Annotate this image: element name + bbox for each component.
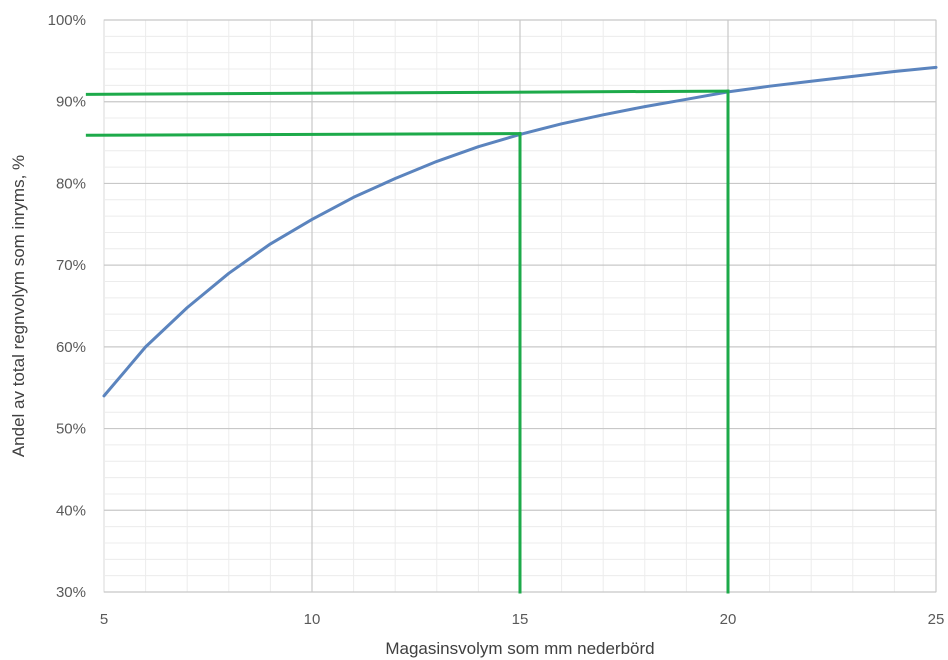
reference-lines — [85, 89, 730, 594]
data-point — [768, 84, 771, 88]
y-tick-label: 60% — [56, 339, 86, 356]
data-point — [269, 242, 272, 246]
data-point — [893, 70, 896, 73]
y-tick-label: 100% — [48, 12, 86, 29]
x-tick-label: 5 — [100, 611, 108, 628]
data-point — [102, 394, 106, 398]
data-point — [435, 160, 438, 163]
y-tick-label: 70% — [56, 257, 86, 274]
data-point — [560, 122, 563, 125]
reference-line-2 — [85, 89, 730, 96]
data-point — [144, 345, 147, 349]
y-tick-label: 30% — [56, 584, 86, 601]
data-point — [310, 218, 314, 221]
data-point — [352, 196, 355, 199]
x-tick-label: 15 — [512, 611, 529, 628]
y-axis-title: Andel av total regnvolym som inryms, % — [9, 155, 28, 457]
data-point — [477, 145, 480, 148]
data-point — [394, 177, 397, 180]
data-point — [227, 272, 230, 275]
data-point — [186, 306, 189, 309]
x-tick-label: 20 — [720, 611, 737, 628]
y-tick-label: 90% — [56, 94, 86, 111]
data-point — [602, 113, 605, 116]
data-point — [934, 66, 938, 69]
data-point — [643, 105, 646, 108]
data-point — [851, 75, 854, 78]
x-tick-label: 10 — [304, 611, 321, 628]
x-tick-label: 25 — [928, 611, 945, 628]
x-axis-ticks: 5 10 15 20 25 — [100, 611, 945, 628]
reference-line-0 — [85, 132, 522, 137]
y-axis-ticks: 30% 40% 50% 60% 70% 80% 90% 100% — [48, 12, 86, 601]
y-tick-label: 80% — [56, 175, 86, 192]
y-tick-label: 50% — [56, 421, 86, 438]
data-point — [810, 80, 813, 83]
x-axis-title: Magasinsvolym som mm nederbörd — [385, 639, 654, 658]
data-point — [685, 98, 688, 101]
y-tick-label: 40% — [56, 502, 86, 519]
